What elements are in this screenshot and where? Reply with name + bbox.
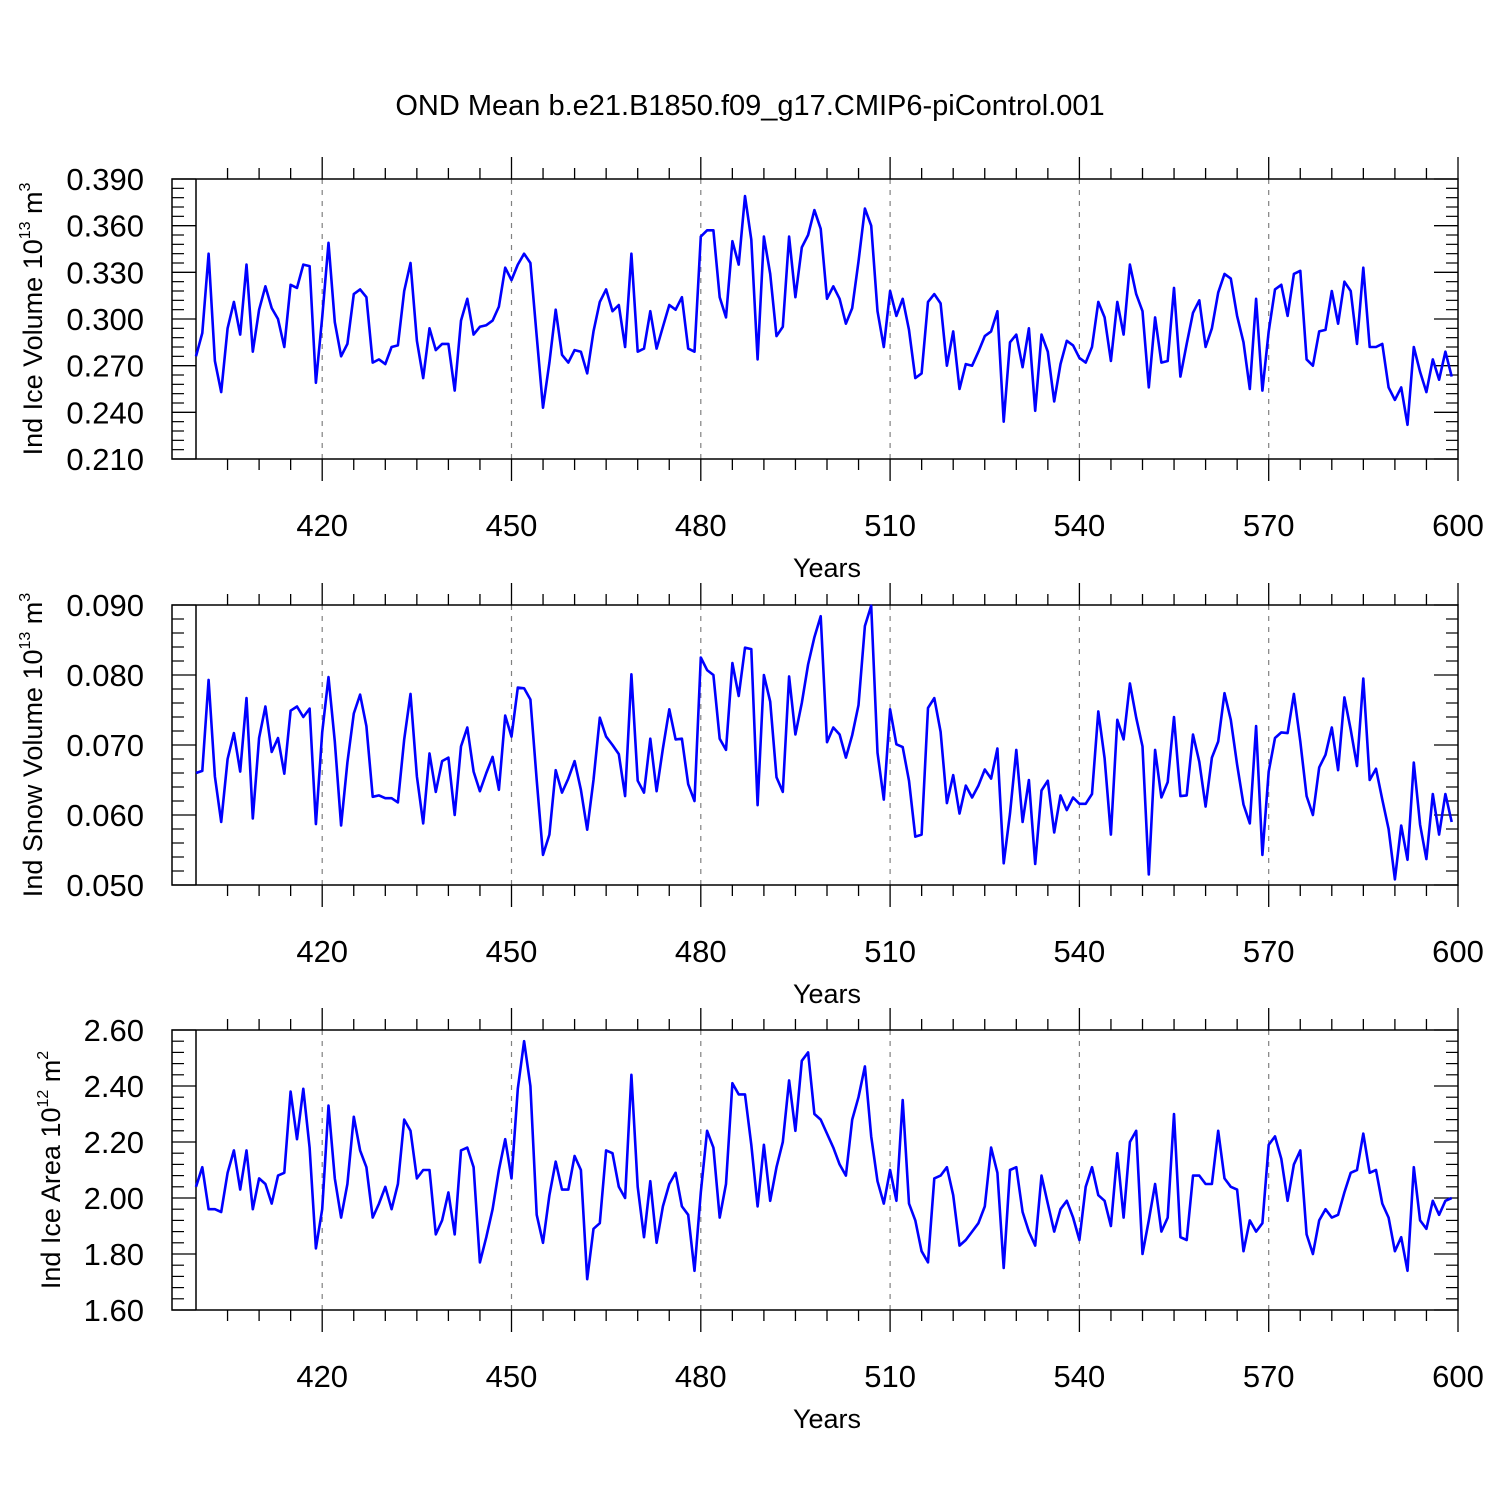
y-axis-title: Ind Ice Volume 1013 m3 [17,182,48,455]
series-line [195,604,1453,881]
y-tick-label: 0.050 [66,868,144,903]
series-line [194,194,1453,427]
y-tick-label: 2.40 [84,1069,144,1104]
x-tick-label: 600 [1432,508,1484,543]
y-tick-label: 1.80 [84,1237,144,1272]
x-tick-label: 480 [675,934,727,969]
x-tick-label: 450 [486,934,538,969]
x-tick-label: 420 [296,1359,348,1394]
x-tick-label: 450 [486,1359,538,1394]
x-tick-label: 420 [296,934,348,969]
y-tick-label: 2.20 [84,1125,144,1160]
y-tick-label: 0.360 [66,209,144,244]
y-tick-label: 0.390 [66,162,144,197]
y-tick-label: 0.210 [66,442,144,477]
y-tick-label: 2.00 [84,1181,144,1216]
x-axis-title: Years [793,979,861,1009]
x-tick-label: 540 [1054,1359,1106,1394]
y-tick-label: 2.60 [84,1013,144,1048]
y-tick-label: 1.60 [84,1293,144,1328]
panel-snow-volume: 420 450 480 510 540 570 600 Years 0.050 0.060 0.07… [17,583,1484,1009]
series-line [194,1039,1453,1281]
x-tick-label: 480 [675,508,727,543]
y-axis-title: Ind Snow Volume 1013 m3 [17,593,48,897]
x-tick-label: 570 [1243,934,1295,969]
plot-frame [171,178,1459,460]
x-tick-label: 450 [486,508,538,543]
x-tick-label: 600 [1432,934,1484,969]
x-tick-label: 510 [864,934,916,969]
plot-frame [171,1029,1459,1311]
y-tick-label: 0.330 [66,255,144,290]
figure-title: OND Mean b.e21.B1850.f09_g17.CMIP6-piCon… [395,90,1104,122]
plot-frame [171,604,1459,886]
x-tick-label: 480 [675,1359,727,1394]
y-tick-label: 0.070 [66,728,144,763]
x-tick-label: 540 [1054,934,1106,969]
y-tick-label: 0.240 [66,395,144,430]
x-axis-title: Years [793,1404,861,1434]
y-tick-label: 0.060 [66,798,144,833]
x-tick-label: 570 [1243,1359,1295,1394]
x-tick-label: 600 [1432,1359,1484,1394]
y-tick-label: 0.090 [66,588,144,623]
panel-ice-area: 420 450 480 510 540 570 600 Years 1.60 1.80 2.00 2.… [35,1008,1484,1434]
x-tick-label: 570 [1243,508,1295,543]
panel-ice-volume: 420 450 480 510 540 570 600 Years 0.210 0.240 0.27… [17,157,1484,583]
y-tick-label: 0.270 [66,349,144,384]
x-axis-title: Years [793,553,861,583]
x-tick-label: 510 [864,1359,916,1394]
x-tick-label: 510 [864,508,916,543]
x-tick-label: 540 [1054,508,1106,543]
y-tick-label: 0.300 [66,302,144,337]
y-tick-label: 0.080 [66,658,144,693]
y-axis-title: Ind Ice Area 1012 m2 [35,1051,66,1289]
x-tick-label: 420 [296,508,348,543]
